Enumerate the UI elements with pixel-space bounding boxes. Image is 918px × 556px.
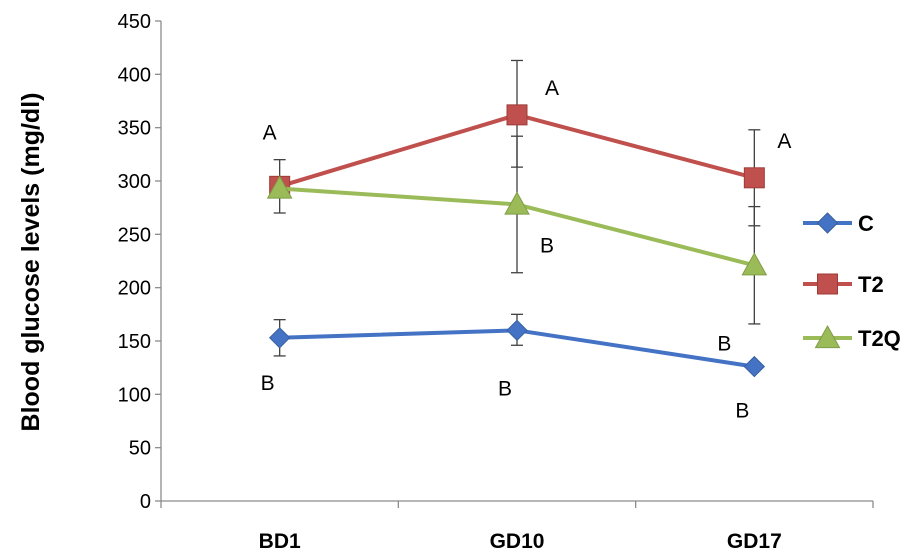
legend: C T2 T2Q — [803, 211, 901, 351]
y-tick-label: 350 — [118, 118, 151, 140]
data-point — [743, 355, 766, 378]
series-c: B B B — [261, 313, 766, 423]
significance-label: A — [545, 77, 559, 100]
data-point — [741, 252, 768, 276]
significance-label: B — [717, 332, 731, 355]
y-tick-label: 250 — [118, 224, 151, 246]
legend-marker — [817, 273, 838, 295]
y-axis-title: Blood glucose levels (mg/dl) — [17, 93, 45, 432]
data-point — [268, 327, 291, 349]
legend-label: C — [858, 211, 874, 236]
y-tick-label: 200 — [118, 278, 151, 300]
significance-label: A — [263, 121, 277, 144]
axes — [160, 21, 873, 502]
significance-label: A — [777, 130, 791, 153]
data-point — [266, 175, 293, 199]
x-category-label: BD1 — [259, 530, 301, 553]
series-t2q: BB — [266, 135, 768, 355]
x-category-label: GD17 — [727, 530, 782, 553]
significance-label: B — [498, 377, 512, 400]
legend-marker — [816, 212, 839, 234]
y-tick-label: 0 — [140, 491, 151, 513]
legend-label: T2Q — [858, 326, 901, 351]
y-tick-labels: 0 50 100 150 200 250 300 350 400 450 — [118, 11, 161, 513]
y-tick-label: 100 — [118, 384, 151, 406]
y-tick-label: 50 — [129, 438, 151, 460]
significance-label: B — [735, 400, 749, 423]
data-point — [506, 104, 528, 126]
legend-item-t2: T2 — [803, 272, 884, 297]
data-point — [743, 167, 765, 189]
x-category-label: GD10 — [490, 530, 545, 553]
data-point — [506, 319, 528, 342]
y-tick-label: 300 — [118, 171, 151, 193]
legend-item-t2q: T2Q — [803, 324, 901, 351]
significance-label: B — [261, 372, 275, 395]
y-tick-label: 450 — [118, 11, 151, 33]
data-point — [504, 191, 530, 215]
x-category-labels: BD1 GD10 GD17 — [160, 501, 874, 553]
legend-marker — [814, 324, 841, 349]
y-tick-label: 150 — [118, 331, 151, 353]
y-tick-label: 400 — [118, 64, 151, 86]
series-t2: A A A — [263, 59, 791, 227]
legend-label: T2 — [858, 272, 884, 297]
significance-label: B — [540, 234, 554, 257]
legend-item-c: C — [803, 211, 874, 236]
